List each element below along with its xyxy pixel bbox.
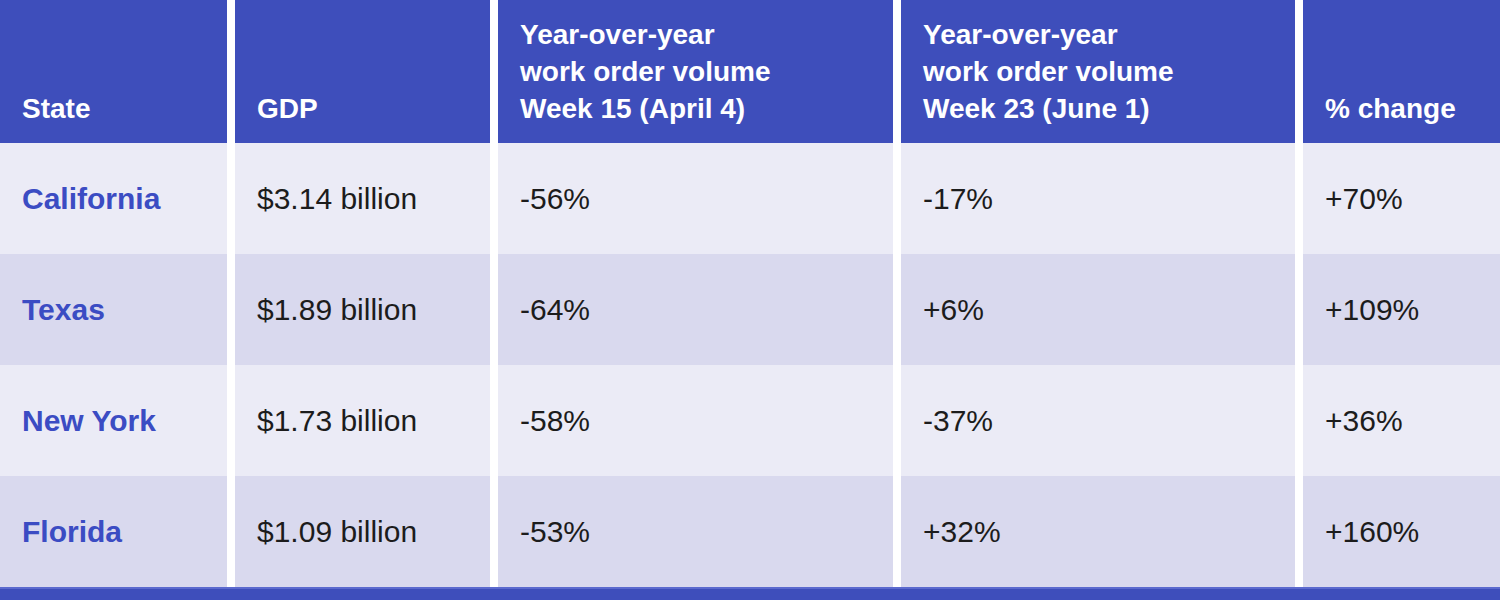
table-grid: State GDP Year-over-year work order volu… [0, 0, 1500, 587]
state-cell: New York [0, 365, 227, 476]
pct-change-cell: +36% [1303, 365, 1500, 476]
pct-change-cell: +70% [1303, 143, 1500, 254]
week15-cell: -56% [498, 143, 893, 254]
pct-change-cell: +160% [1303, 476, 1500, 587]
state-cell: Texas [0, 254, 227, 365]
week15-cell: -58% [498, 365, 893, 476]
work-order-table: State GDP Year-over-year work order volu… [0, 0, 1500, 600]
column-header-label: Year-over-year work order volume Week 15… [520, 16, 771, 127]
footer-accent-bar [0, 587, 1500, 600]
column-header-week23: Year-over-year work order volume Week 23… [901, 0, 1295, 143]
state-link[interactable]: Florida [22, 515, 122, 549]
week23-cell: -37% [901, 365, 1295, 476]
week15-cell: -64% [498, 254, 893, 365]
gdp-cell: $1.73 billion [235, 365, 490, 476]
gdp-cell: $1.09 billion [235, 476, 490, 587]
week15-cell: -53% [498, 476, 893, 587]
column-header-pct-change: % change [1303, 0, 1500, 143]
column-header-label: Year-over-year work order volume Week 23… [923, 16, 1174, 127]
column-header-gdp: GDP [235, 0, 490, 143]
state-cell: Florida [0, 476, 227, 587]
gdp-cell: $3.14 billion [235, 143, 490, 254]
week23-cell: +6% [901, 254, 1295, 365]
week23-cell: -17% [901, 143, 1295, 254]
column-header-label: State [22, 90, 90, 127]
column-header-week15: Year-over-year work order volume Week 15… [498, 0, 893, 143]
column-header-label: % change [1325, 90, 1456, 127]
state-link[interactable]: Texas [22, 293, 105, 327]
gdp-cell: $1.89 billion [235, 254, 490, 365]
state-cell: California [0, 143, 227, 254]
state-link[interactable]: California [22, 182, 160, 216]
column-header-label: GDP [257, 90, 318, 127]
column-header-state: State [0, 0, 227, 143]
week23-cell: +32% [901, 476, 1295, 587]
pct-change-cell: +109% [1303, 254, 1500, 365]
state-link[interactable]: New York [22, 404, 156, 438]
